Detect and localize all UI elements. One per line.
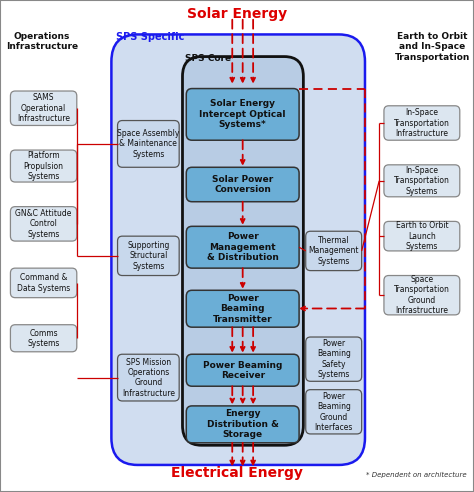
- Text: SPS Mission
Operations
Ground
Infrastructure: SPS Mission Operations Ground Infrastruc…: [122, 358, 175, 398]
- Text: Thermal
Management
Systems: Thermal Management Systems: [309, 236, 359, 266]
- Text: Electrical Energy: Electrical Energy: [171, 466, 303, 480]
- FancyBboxPatch shape: [186, 406, 299, 443]
- Text: SPS Specific: SPS Specific: [116, 32, 184, 42]
- Text: Power
Beaming
Safety
Systems: Power Beaming Safety Systems: [317, 339, 351, 379]
- Text: In-Space
Transportation
Infrastructure: In-Space Transportation Infrastructure: [394, 108, 450, 138]
- FancyBboxPatch shape: [118, 121, 179, 167]
- FancyBboxPatch shape: [384, 165, 460, 197]
- FancyBboxPatch shape: [186, 89, 299, 140]
- Text: Power
Beaming
Ground
Interfaces: Power Beaming Ground Interfaces: [315, 392, 353, 432]
- Text: Command &
Data Systems: Command & Data Systems: [17, 273, 70, 293]
- Text: Operations
Infrastructure: Operations Infrastructure: [6, 32, 78, 51]
- Text: Solar Energy: Solar Energy: [187, 7, 287, 21]
- Text: Space Assembly
& Maintenance
Systems: Space Assembly & Maintenance Systems: [117, 129, 180, 159]
- FancyBboxPatch shape: [384, 276, 460, 315]
- FancyBboxPatch shape: [306, 337, 362, 381]
- FancyBboxPatch shape: [10, 150, 77, 182]
- Text: Energy
Distribution &
Storage: Energy Distribution & Storage: [207, 409, 279, 439]
- FancyBboxPatch shape: [306, 231, 362, 271]
- FancyBboxPatch shape: [186, 167, 299, 202]
- Text: Platform
Propulsion
Systems: Platform Propulsion Systems: [24, 151, 64, 181]
- FancyBboxPatch shape: [384, 106, 460, 140]
- FancyBboxPatch shape: [186, 226, 299, 268]
- FancyBboxPatch shape: [118, 354, 179, 401]
- Text: Supporting
Structural
Systems: Supporting Structural Systems: [127, 241, 170, 271]
- Text: Solar Power
Conversion: Solar Power Conversion: [212, 175, 273, 194]
- Text: Space
Transportation
Ground
Infrastructure: Space Transportation Ground Infrastructu…: [394, 275, 450, 315]
- Text: GN&C Attitude
Control
Systems: GN&C Attitude Control Systems: [16, 209, 72, 239]
- FancyBboxPatch shape: [186, 290, 299, 327]
- Text: Earth to Orbit
Launch
Systems: Earth to Orbit Launch Systems: [395, 221, 448, 251]
- Text: Earth to Orbit
and In-Space
Transportation: Earth to Orbit and In-Space Transportati…: [394, 32, 470, 62]
- Text: In-Space
Transportation
Systems: In-Space Transportation Systems: [394, 166, 450, 196]
- Text: SAMS
Operational
Infrastructure: SAMS Operational Infrastructure: [17, 93, 70, 123]
- FancyBboxPatch shape: [111, 34, 365, 465]
- FancyBboxPatch shape: [10, 268, 77, 298]
- FancyBboxPatch shape: [384, 221, 460, 251]
- Text: * Dependent on architecture: * Dependent on architecture: [366, 472, 467, 478]
- Text: Power
Management
& Distribution: Power Management & Distribution: [207, 232, 279, 262]
- Text: SPS Core: SPS Core: [185, 54, 231, 63]
- FancyBboxPatch shape: [182, 57, 303, 445]
- Text: Power
Beaming
Transmitter: Power Beaming Transmitter: [213, 294, 273, 324]
- FancyBboxPatch shape: [186, 354, 299, 386]
- FancyBboxPatch shape: [10, 325, 77, 352]
- FancyBboxPatch shape: [118, 236, 179, 276]
- FancyBboxPatch shape: [306, 390, 362, 434]
- FancyBboxPatch shape: [10, 91, 77, 125]
- Text: Solar Energy
Intercept Optical
Systems*: Solar Energy Intercept Optical Systems*: [200, 99, 286, 129]
- Text: Comms
Systems: Comms Systems: [27, 329, 60, 348]
- Text: Power Beaming
Receiver: Power Beaming Receiver: [203, 361, 283, 380]
- FancyBboxPatch shape: [10, 207, 77, 241]
